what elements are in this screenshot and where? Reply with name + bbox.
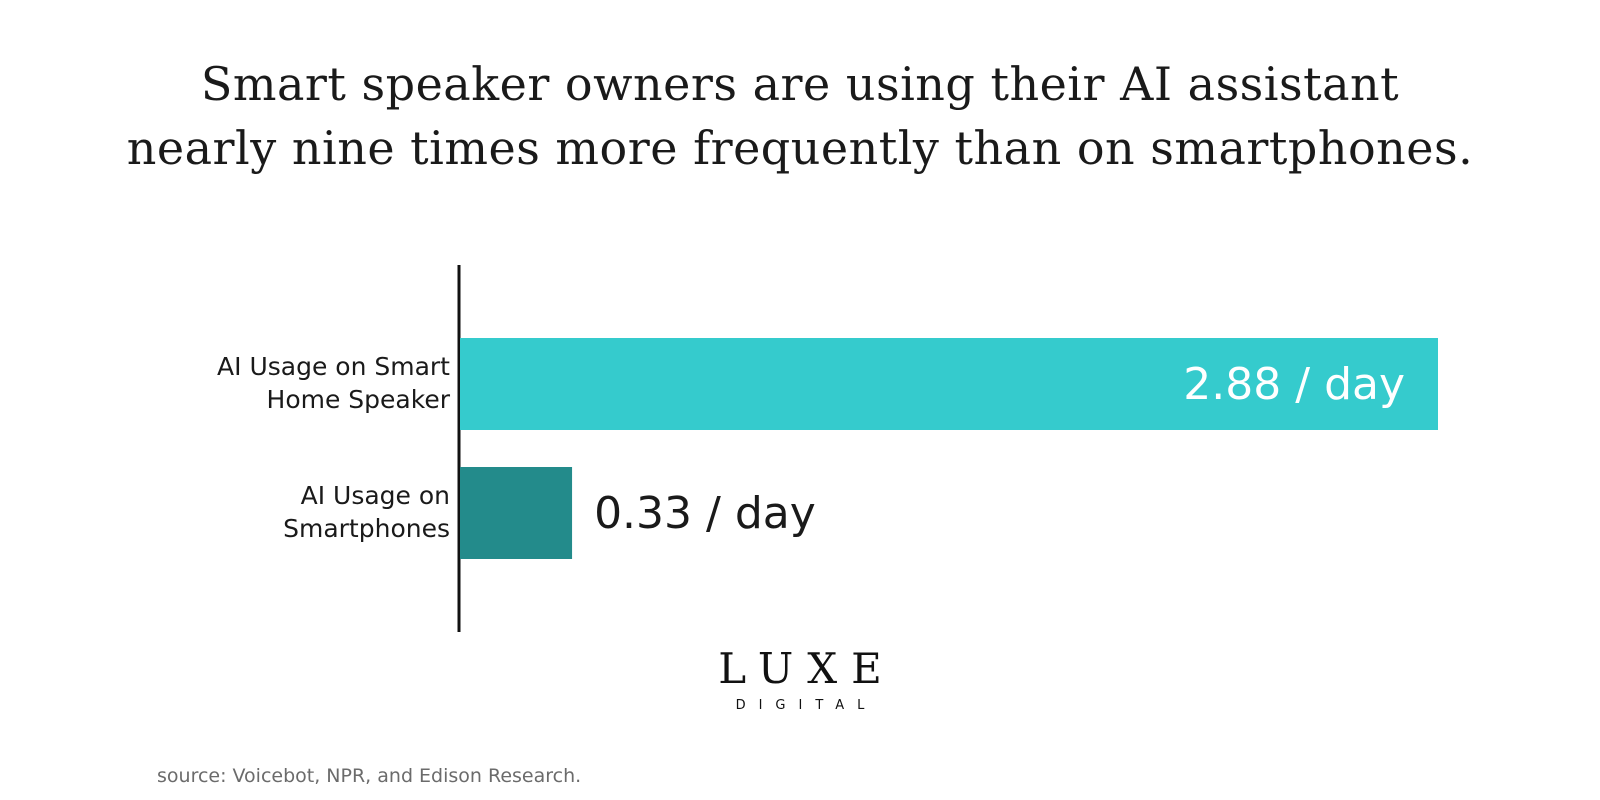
category-label-line: Home Speaker bbox=[266, 385, 450, 414]
source-note: source: Voicebot, NPR, and Edison Resear… bbox=[157, 765, 582, 787]
bar-1 bbox=[460, 467, 573, 559]
logo-wordmark: LUXE bbox=[718, 644, 896, 693]
category-label-line: AI Usage on Smart bbox=[217, 352, 450, 381]
bar-value-label-0: 2.88 / day bbox=[1183, 359, 1405, 410]
bar-value-label-1: 0.33 / day bbox=[594, 488, 816, 539]
chart-title-line-2: nearly nine times more frequently than o… bbox=[126, 121, 1474, 175]
chart-title-line-1: Smart speaker owners are using their AI … bbox=[200, 57, 1400, 111]
category-label-line: Smartphones bbox=[283, 514, 450, 543]
luxe-digital-logo: LUXE DIGITAL bbox=[0, 646, 1600, 716]
category-label-smart-speaker: AI Usage on Smart Home Speaker bbox=[130, 350, 450, 416]
logo-subtitle: DIGITAL bbox=[735, 698, 878, 713]
category-label-line: AI Usage on bbox=[300, 481, 450, 510]
category-label-smartphones: AI Usage on Smartphones bbox=[130, 479, 450, 545]
bar-0 bbox=[460, 338, 1438, 430]
chart-title: Smart speaker owners are using their AI … bbox=[0, 52, 1600, 180]
